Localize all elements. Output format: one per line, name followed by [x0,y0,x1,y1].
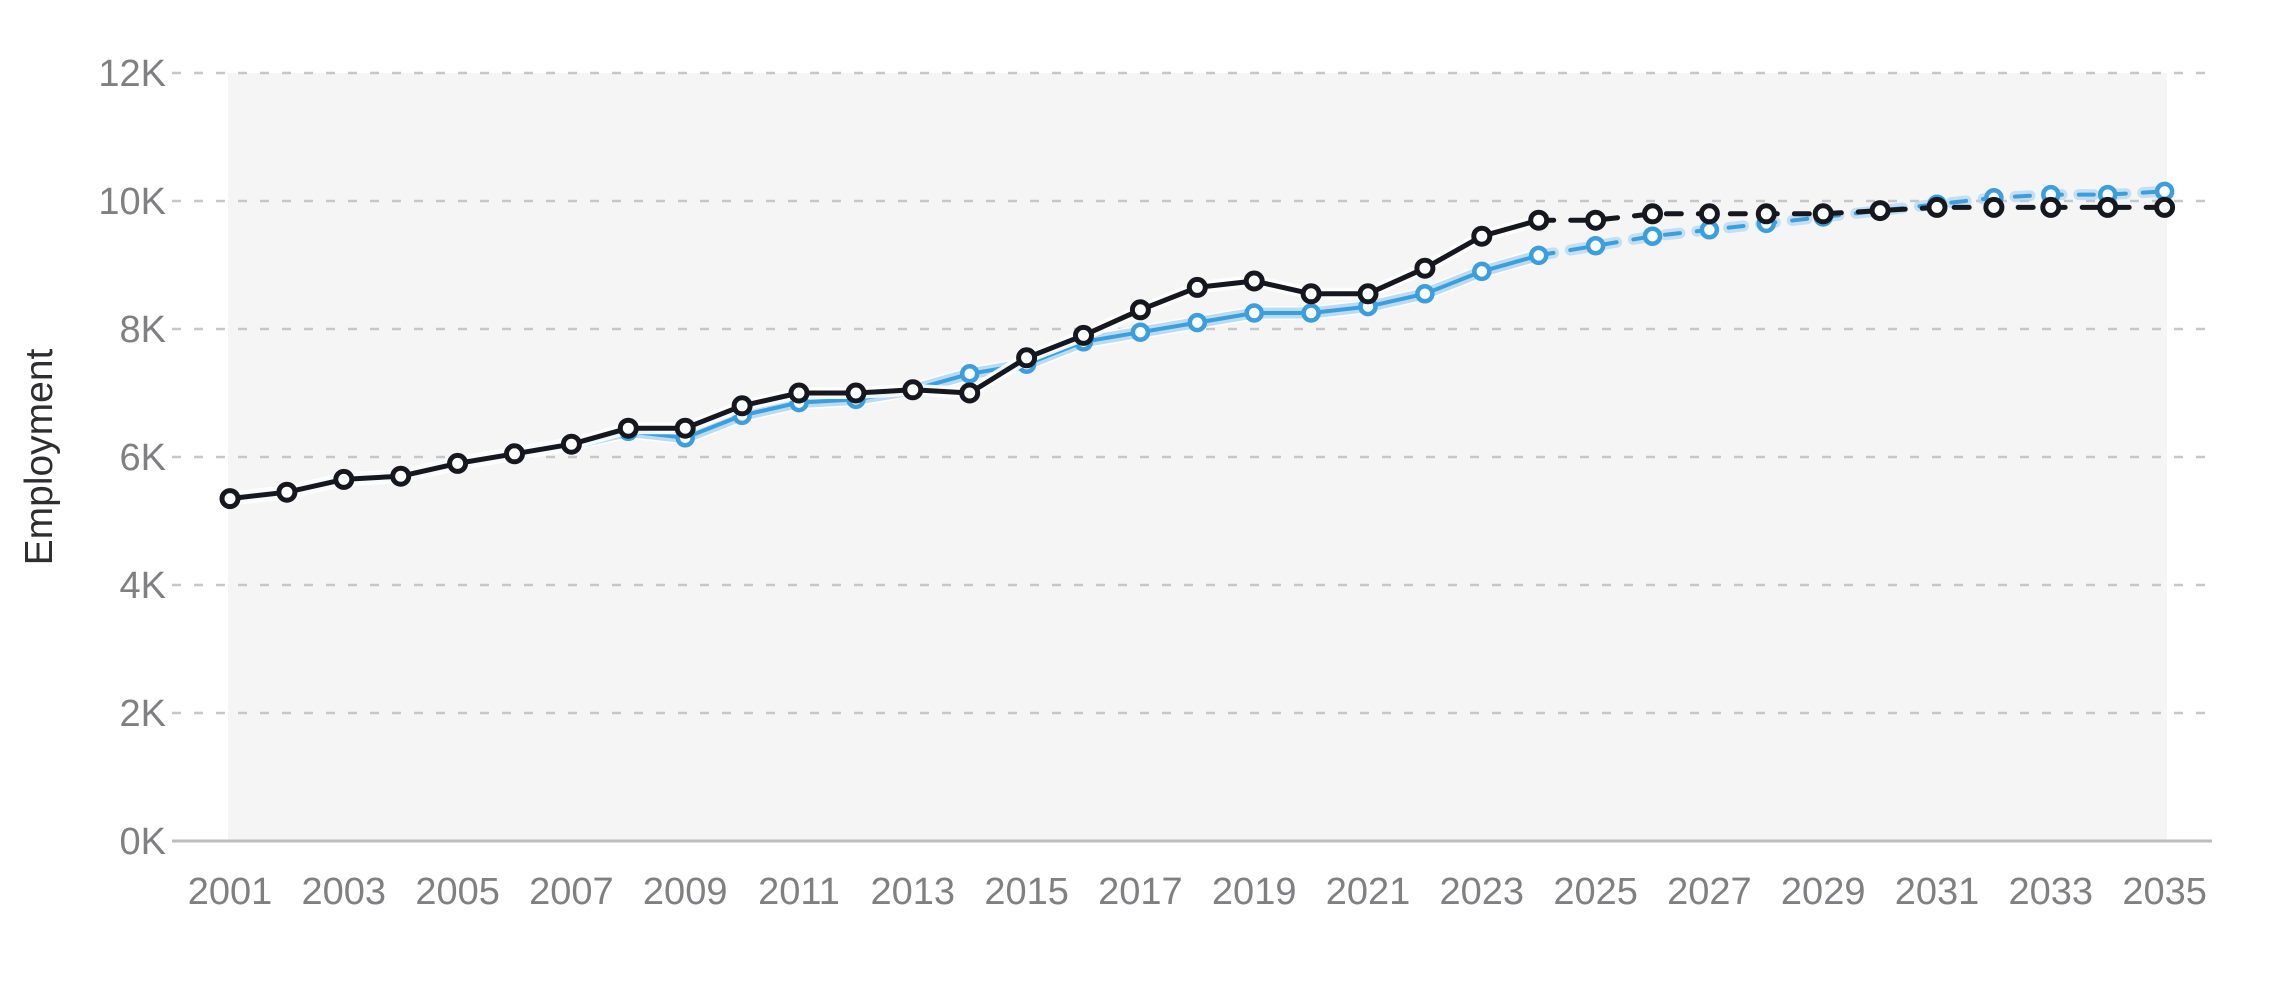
y-tick-label: 8K [120,309,166,351]
employment-dark-marker [959,382,981,404]
employment-dark-marker [560,433,582,455]
x-tick-label: 2005 [415,871,500,913]
employment-dark-marker [788,382,810,404]
employment-dark-marker [845,382,867,404]
employment-dark-marker [1471,225,1493,247]
employment-dark-marker [1528,209,1550,231]
employment-blue-marker [1187,312,1208,333]
employment-dark-marker [617,417,639,439]
employment-dark-marker [390,465,412,487]
y-tick-label: 10K [98,181,166,223]
x-tick-label: 2035 [2122,871,2207,913]
employment-blue-marker [1472,261,1492,282]
y-tick-label: 4K [120,565,166,607]
employment-blue-marker [1301,303,1321,323]
employment-blue-marker [1244,303,1264,323]
employment-dark-marker [276,481,298,503]
employment-dark-marker [1073,324,1094,346]
employment-dark-marker [674,417,696,439]
employment-dark-marker [1698,203,1720,225]
employment-dark-marker [902,379,924,401]
x-tick-label: 2019 [1212,871,1297,913]
employment-blue-marker [1642,226,1663,246]
tick-labels-layer: 0K 2K 4K 6K 8K 10K 12K 2001 2003 2005 2007 2009 2011… [98,53,2206,913]
employment-dark-marker [1642,203,1663,225]
y-tick-label: 2K [120,693,166,735]
series-layer [219,181,2176,510]
employment-dark-marker [1755,203,1777,225]
employment-dark-marker [1243,270,1265,292]
employment-blue-marker [2154,181,2175,202]
employment-blue-marker [1699,220,1720,240]
x-tick-label: 2023 [1440,871,1525,913]
employment-dark-marker [2154,196,2176,218]
employment-dark-marker [1186,276,1208,298]
employment-dark-marker [1300,283,1322,305]
x-tick-label: 2007 [529,871,614,913]
y-tick-label: 0K [120,821,166,863]
x-tick-label: 2027 [1667,871,1752,913]
employment-dark-marker [1869,200,1891,222]
x-tick-label: 2013 [871,871,956,913]
x-tick-label: 2009 [643,871,728,913]
employment-blue-marker [1415,284,1435,304]
employment-dark-marker [1926,196,1948,218]
employment-dark-marker [1585,209,1607,231]
employment-blue-marker [1585,236,1606,256]
employment-dark-marker [333,468,355,490]
employment-dark-marker [1016,347,1038,369]
y-axis-title: Employment [18,348,61,565]
employment-dark-marker [219,488,241,510]
employment-blue-marker [959,364,980,384]
x-tick-label: 2033 [2009,871,2094,913]
employment-dark-marker [1129,299,1151,321]
employment-dark-marker [1414,257,1436,279]
x-tick-label: 2021 [1326,871,1411,913]
employment-dark-marker [2097,196,2119,218]
employment-dark-marker [1812,203,1834,225]
x-tick-label: 2015 [984,871,1069,913]
employment-dark-marker [1357,283,1379,305]
x-tick-label: 2029 [1781,871,1866,913]
x-tick-label: 2031 [1895,871,1980,913]
x-tick-label: 2003 [302,871,387,913]
employment-dark-marker [447,452,469,474]
y-tick-label: 6K [120,437,166,479]
employment-blue-marker [1130,322,1151,342]
employment-blue-marker [1528,245,1549,266]
x-tick-label: 2017 [1098,871,1183,913]
x-tick-label: 2025 [1553,871,1638,913]
x-tick-label: 2001 [188,871,273,913]
employment-dark-marker [1983,196,2005,218]
x-tick-label: 2011 [758,871,840,913]
y-tick-label: 12K [98,53,166,95]
employment-dark-marker [504,443,525,465]
employment-dark-marker [731,395,753,417]
employment-dark-marker [2040,196,2062,218]
